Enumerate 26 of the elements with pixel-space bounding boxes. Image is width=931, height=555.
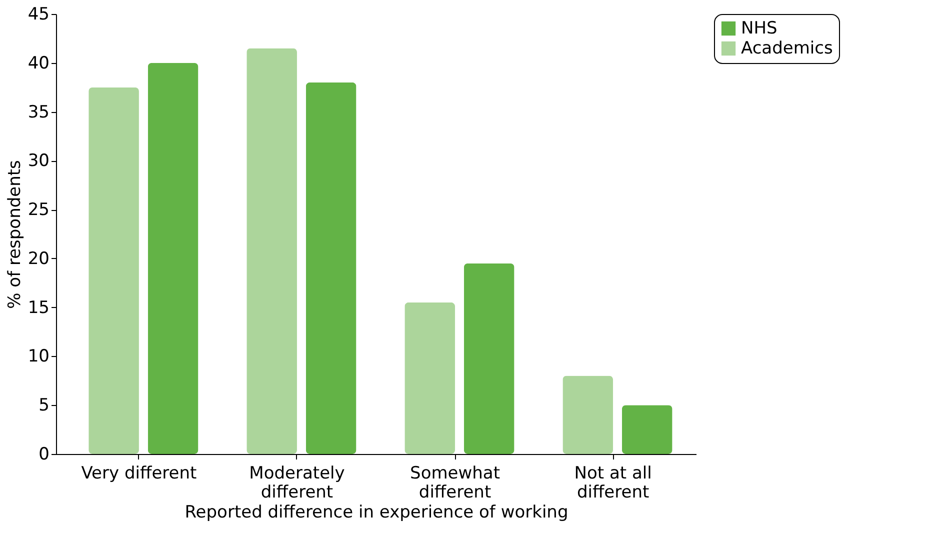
bar [148, 62, 198, 454]
y-tick-label: 0 [38, 444, 50, 464]
x-axis-title: Reported difference in experience of working [184, 502, 568, 522]
bar [622, 405, 672, 454]
y-tick-label: 40 [28, 53, 50, 74]
y-tick-label: 35 [28, 102, 50, 122]
x-tick-label: Not at all different [574, 464, 652, 502]
bar [404, 302, 456, 454]
bar [562, 376, 614, 454]
bar [306, 82, 356, 454]
legend-label: NHS [741, 18, 778, 38]
y-tick-label: 5 [38, 396, 50, 416]
y-tick-label: 45 [28, 4, 50, 24]
bar [88, 87, 139, 454]
legend-label: Academics [741, 38, 833, 58]
x-tick-label: Moderately different [249, 464, 345, 502]
y-tick-label: 30 [28, 151, 50, 172]
x-tick-label: Somewhat different [410, 464, 500, 502]
y-tick-label: 10 [28, 346, 50, 367]
y-tick-label: 25 [28, 200, 50, 220]
bar [246, 48, 297, 454]
y-axis-title: % of respondents [4, 160, 25, 309]
y-tick-label: 20 [28, 248, 50, 269]
y-tick-label: 15 [28, 298, 50, 318]
x-tick-label: Very different [81, 464, 197, 484]
bar [464, 263, 514, 454]
